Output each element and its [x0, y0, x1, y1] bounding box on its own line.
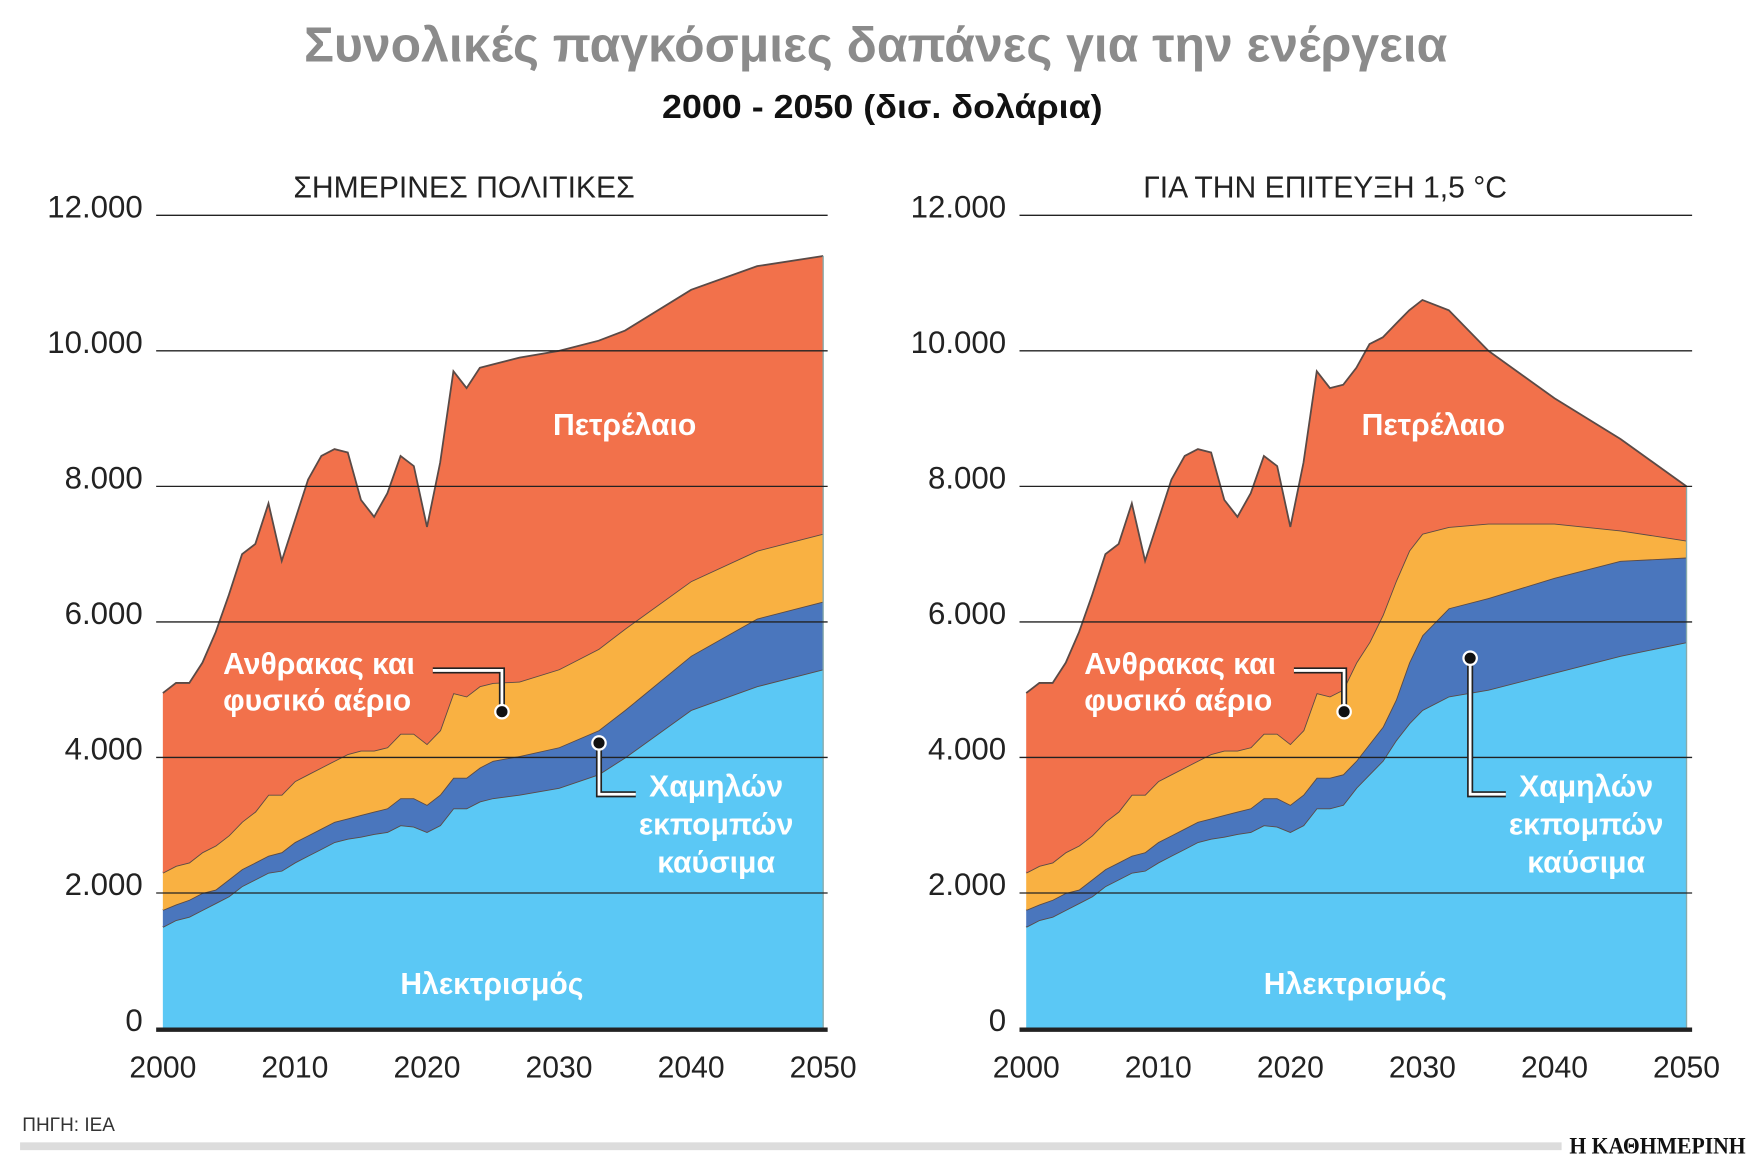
x-tick-label: 2050 [790, 1052, 857, 1085]
areas [1025, 298, 1688, 1029]
chart-subtitle: 2000 - 2050 (δισ. δολάρια) [662, 89, 1103, 126]
y-tick-label: 10.000 [47, 325, 142, 360]
panel-current-policies: ΣΗΜΕΡΙΝΕΣ ΠΟΛΙΤΙΚΕΣ 0 2.000 4.000 6.000 8.000… [47, 171, 856, 1084]
label-coal-gas: Ανθρακας και [1084, 648, 1276, 681]
area-oil [1026, 299, 1687, 873]
x-tick-label: 2030 [1389, 1052, 1456, 1085]
x-tick-label: 2050 [1653, 1052, 1720, 1085]
area-electricity [1026, 642, 1687, 1029]
x-tick-label: 2010 [1125, 1052, 1192, 1085]
coal-gas-leader-dot [494, 703, 510, 720]
x-tick-label: 2040 [658, 1052, 725, 1085]
y-tick-label: 12.000 [47, 190, 142, 225]
low-emission-leader-dot [1462, 650, 1478, 666]
area-oil [162, 256, 824, 873]
y-tick-label: 10.000 [911, 325, 1006, 360]
coal-gas-leader-dot [1336, 703, 1352, 720]
chart-title: Συνολικές παγκόσμιες δαπάνες για την ενέ… [304, 18, 1447, 72]
y-tick-label: 2.000 [65, 867, 143, 902]
low-emission-leader-dot [591, 735, 607, 751]
label-oil: Πετρέλαιο [553, 409, 696, 442]
area-oil-edge [162, 255, 824, 694]
label-low-emission: Χαμηλών [649, 771, 783, 804]
source-note: ΠΗΓΗ: IEA [22, 1115, 115, 1136]
label-electricity: Ηλεκτρισμός [400, 968, 583, 1001]
x-tick-label: 2000 [129, 1052, 196, 1085]
y-tick-label: 0 [989, 1003, 1006, 1038]
x-tick-label: 2010 [261, 1052, 328, 1085]
area-coal-gas [1026, 523, 1687, 910]
area-oil-edge [1025, 298, 1688, 694]
publisher-logo: Η ΚΑΘΗΜΕΡΙΝΗ [1569, 1133, 1745, 1159]
coal-gas-leader [1293, 669, 1346, 712]
label-coal-gas: Ανθρακας και [223, 648, 415, 681]
panel-title: ΣΗΜΕΡΙΝΕΣ ΠΟΛΙΤΙΚΕΣ [293, 171, 634, 204]
label-coal-gas: φυσικό αέριο [1084, 685, 1272, 718]
y-tick-label: 12.000 [911, 190, 1006, 225]
area-coal-gas [162, 533, 824, 910]
low-emission-leader [1468, 658, 1506, 796]
footer-bar [20, 1142, 1562, 1151]
coal-gas-leader [432, 669, 504, 712]
x-tick-label: 2020 [393, 1052, 460, 1085]
y-tick-label: 6.000 [928, 596, 1006, 631]
x-tick-label: 2040 [1521, 1052, 1588, 1085]
y-tick-label: 4.000 [928, 732, 1006, 767]
y-tick-label: 4.000 [65, 732, 143, 767]
area-electricity [162, 669, 824, 1029]
panel-1-5-degrees: ΓΙΑ ΤΗΝ ΕΠΙΤΕΥΞΗ 1,5 °C 0 2.000 4.000 6.000 8… [911, 171, 1720, 1084]
area-low-emission [1026, 557, 1687, 927]
label-low-emission: εκπομπών [639, 808, 794, 841]
y-tick-label: 2.000 [928, 867, 1006, 902]
y-tick-label: 8.000 [928, 461, 1006, 496]
panel-title: ΓΙΑ ΤΗΝ ΕΠΙΤΕΥΞΗ 1,5 °C [1143, 171, 1507, 204]
y-tick-label: 6.000 [65, 596, 143, 631]
label-low-emission: εκπομπών [1509, 808, 1664, 841]
label-low-emission: καύσιμα [1527, 846, 1645, 879]
y-tick-label: 0 [125, 1003, 142, 1038]
label-low-emission: καύσιμα [657, 846, 775, 879]
low-emission-leader [597, 742, 636, 796]
label-electricity: Ηλεκτρισμός [1264, 968, 1447, 1001]
x-tick-label: 2020 [1257, 1052, 1324, 1085]
x-tick-label: 2000 [993, 1052, 1060, 1085]
areas [162, 255, 824, 1029]
label-low-emission: Χαμηλών [1519, 771, 1653, 804]
y-tick-label: 8.000 [65, 461, 143, 496]
x-tick-label: 2030 [526, 1052, 593, 1085]
label-oil: Πετρέλαιο [1362, 409, 1505, 442]
label-coal-gas: φυσικό αέριο [223, 685, 411, 718]
